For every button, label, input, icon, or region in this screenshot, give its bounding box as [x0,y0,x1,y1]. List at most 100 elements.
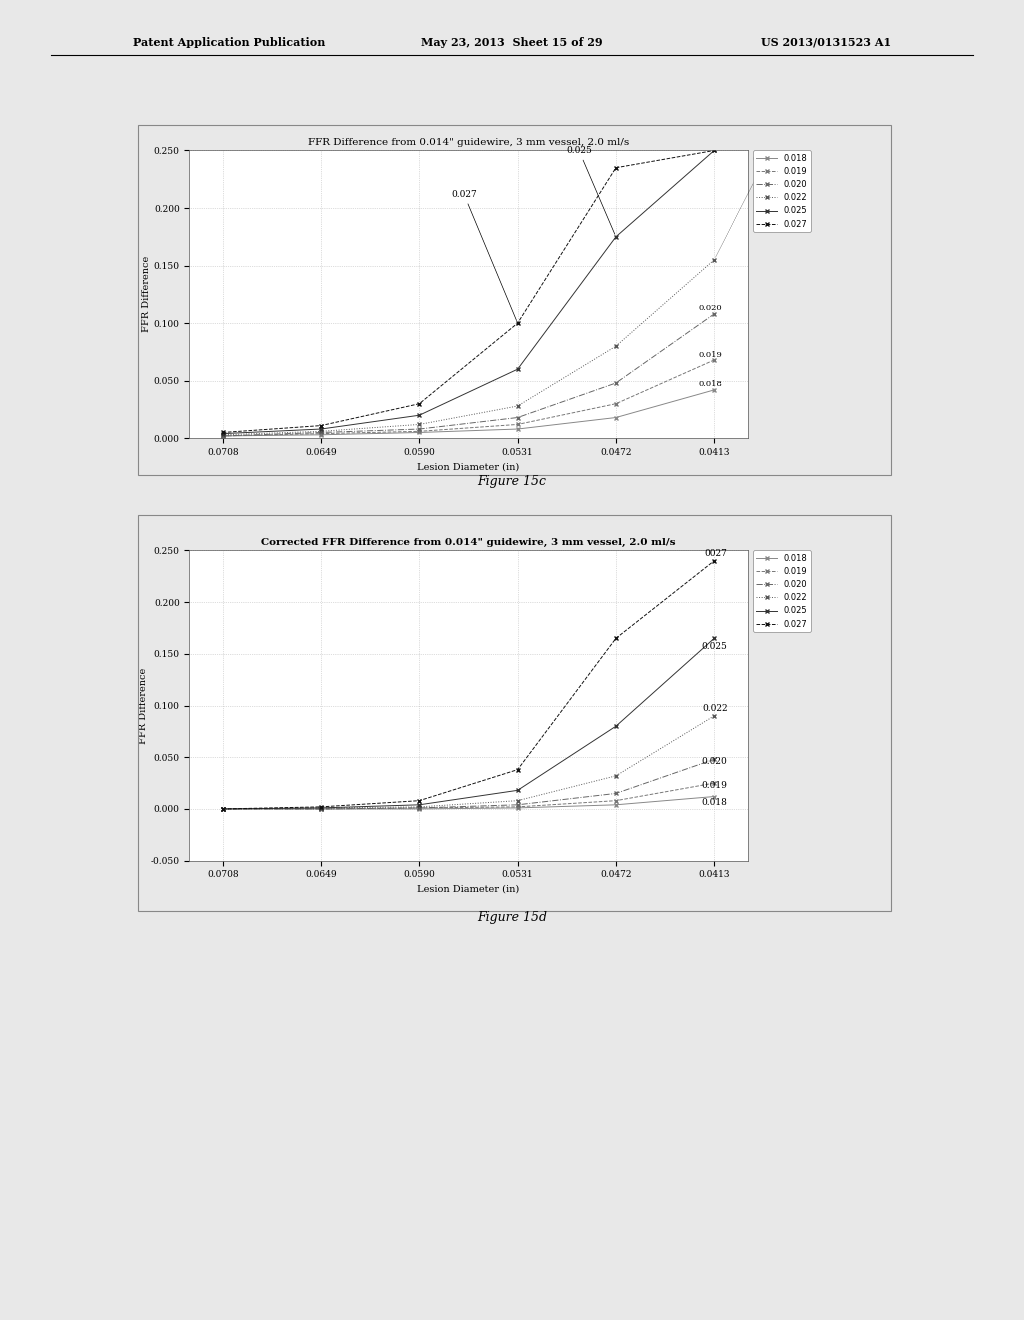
0.022 [414,799,426,814]
0.022 [315,424,328,440]
Text: US 2013/0131523 A1: US 2013/0131523 A1 [761,37,891,48]
0.025 [609,718,622,734]
0.019 [511,417,523,433]
0.025 [217,801,229,817]
0.018 [315,801,328,817]
0.019 [315,801,328,817]
Line: 0.018: 0.018 [220,388,717,438]
0.020 [414,421,426,437]
0.020 [609,375,622,391]
0.018 [217,801,229,817]
Line: 0.020: 0.020 [220,312,717,438]
0.022 [414,417,426,433]
0.018 [708,381,720,397]
0.019 [511,799,523,814]
Legend: 0.018, 0.019, 0.020, 0.022, 0.025, 0.027: 0.018, 0.019, 0.020, 0.022, 0.025, 0.027 [753,150,811,232]
Line: 0.027: 0.027 [220,558,717,812]
0.025 [414,408,426,424]
Line: 0.027: 0.027 [220,148,717,434]
0.018 [511,421,523,437]
0.022 [315,800,328,816]
0.027 [315,417,328,433]
0.027 [708,553,720,569]
0.019 [217,801,229,817]
Text: 0.019: 0.019 [701,781,727,791]
Text: 0027: 0027 [705,549,727,557]
Legend: 0.018, 0.019, 0.020, 0.022, 0.025, 0.027: 0.018, 0.019, 0.020, 0.022, 0.025, 0.027 [753,550,811,632]
0.022 [511,399,523,414]
0.025 [315,800,328,816]
Text: 0.027: 0.027 [451,190,516,321]
0.025 [414,797,426,813]
0.020 [708,751,720,767]
0.022 [708,708,720,723]
0.022 [217,801,229,817]
Line: 0.025: 0.025 [220,636,717,812]
Text: 0.020: 0.020 [701,758,727,767]
0.020 [414,800,426,816]
Y-axis label: FFR Difference: FFR Difference [139,668,147,743]
0.020 [511,797,523,813]
0.022 [511,793,523,809]
0.019 [708,775,720,791]
0.025 [708,143,720,158]
0.020 [315,425,328,441]
Text: 0.022: 0.022 [701,704,727,713]
0.027 [315,799,328,814]
0.022 [609,768,622,784]
0.018 [414,425,426,441]
0.019 [315,426,328,442]
Text: 0.020: 0.020 [699,305,723,313]
0.022 [708,252,720,268]
0.020 [511,409,523,425]
0.019 [708,352,720,368]
0.022 [609,338,622,354]
0.027 [511,762,523,777]
Text: Patent Application Publication: Patent Application Publication [133,37,326,48]
0.019 [609,396,622,412]
Text: 0.018: 0.018 [698,380,723,388]
Text: May 23, 2013  Sheet 15 of 29: May 23, 2013 Sheet 15 of 29 [421,37,603,48]
Line: 0.020: 0.020 [220,756,717,812]
0.018 [609,409,622,425]
Line: 0.019: 0.019 [220,358,717,438]
Text: 0.022: 0.022 [716,154,778,257]
X-axis label: Lesion Diameter (in): Lesion Diameter (in) [418,462,519,471]
Line: 0.022: 0.022 [220,257,717,437]
0.020 [217,428,229,444]
Text: 0.025: 0.025 [701,642,727,651]
0.027 [609,631,622,647]
0.020 [315,801,328,817]
0.027 [708,143,720,158]
0.020 [708,306,720,322]
Line: 0.019: 0.019 [220,780,717,812]
0.027 [414,396,426,412]
0.025 [708,631,720,647]
Line: 0.022: 0.022 [220,713,717,812]
0.027 [217,425,229,441]
0.025 [511,783,523,799]
0.019 [414,424,426,440]
Title: FFR Difference from 0.014" guidewire, 3 mm vessel, 2.0 ml/s: FFR Difference from 0.014" guidewire, 3 … [308,137,629,147]
0.025 [217,426,229,442]
Title: Corrected FFR Difference from 0.014" guidewire, 3 mm vessel, 2.0 ml/s: Corrected FFR Difference from 0.014" gui… [261,537,676,546]
0.018 [708,788,720,804]
Line: 0.025: 0.025 [220,148,717,436]
Text: 0.025: 0.025 [566,145,614,234]
0.018 [414,801,426,817]
0.019 [414,800,426,816]
Text: 0.019: 0.019 [698,351,723,359]
Text: Figure 15d: Figure 15d [477,911,547,924]
0.025 [609,228,622,244]
0.018 [511,800,523,816]
X-axis label: Lesion Diameter (in): Lesion Diameter (in) [418,884,519,894]
0.027 [511,315,523,331]
0.020 [609,785,622,801]
0.018 [217,428,229,444]
0.027 [609,160,622,176]
0.025 [511,362,523,378]
0.020 [217,801,229,817]
0.022 [217,426,229,442]
0.018 [315,426,328,442]
Text: Figure 15c: Figure 15c [477,475,547,488]
